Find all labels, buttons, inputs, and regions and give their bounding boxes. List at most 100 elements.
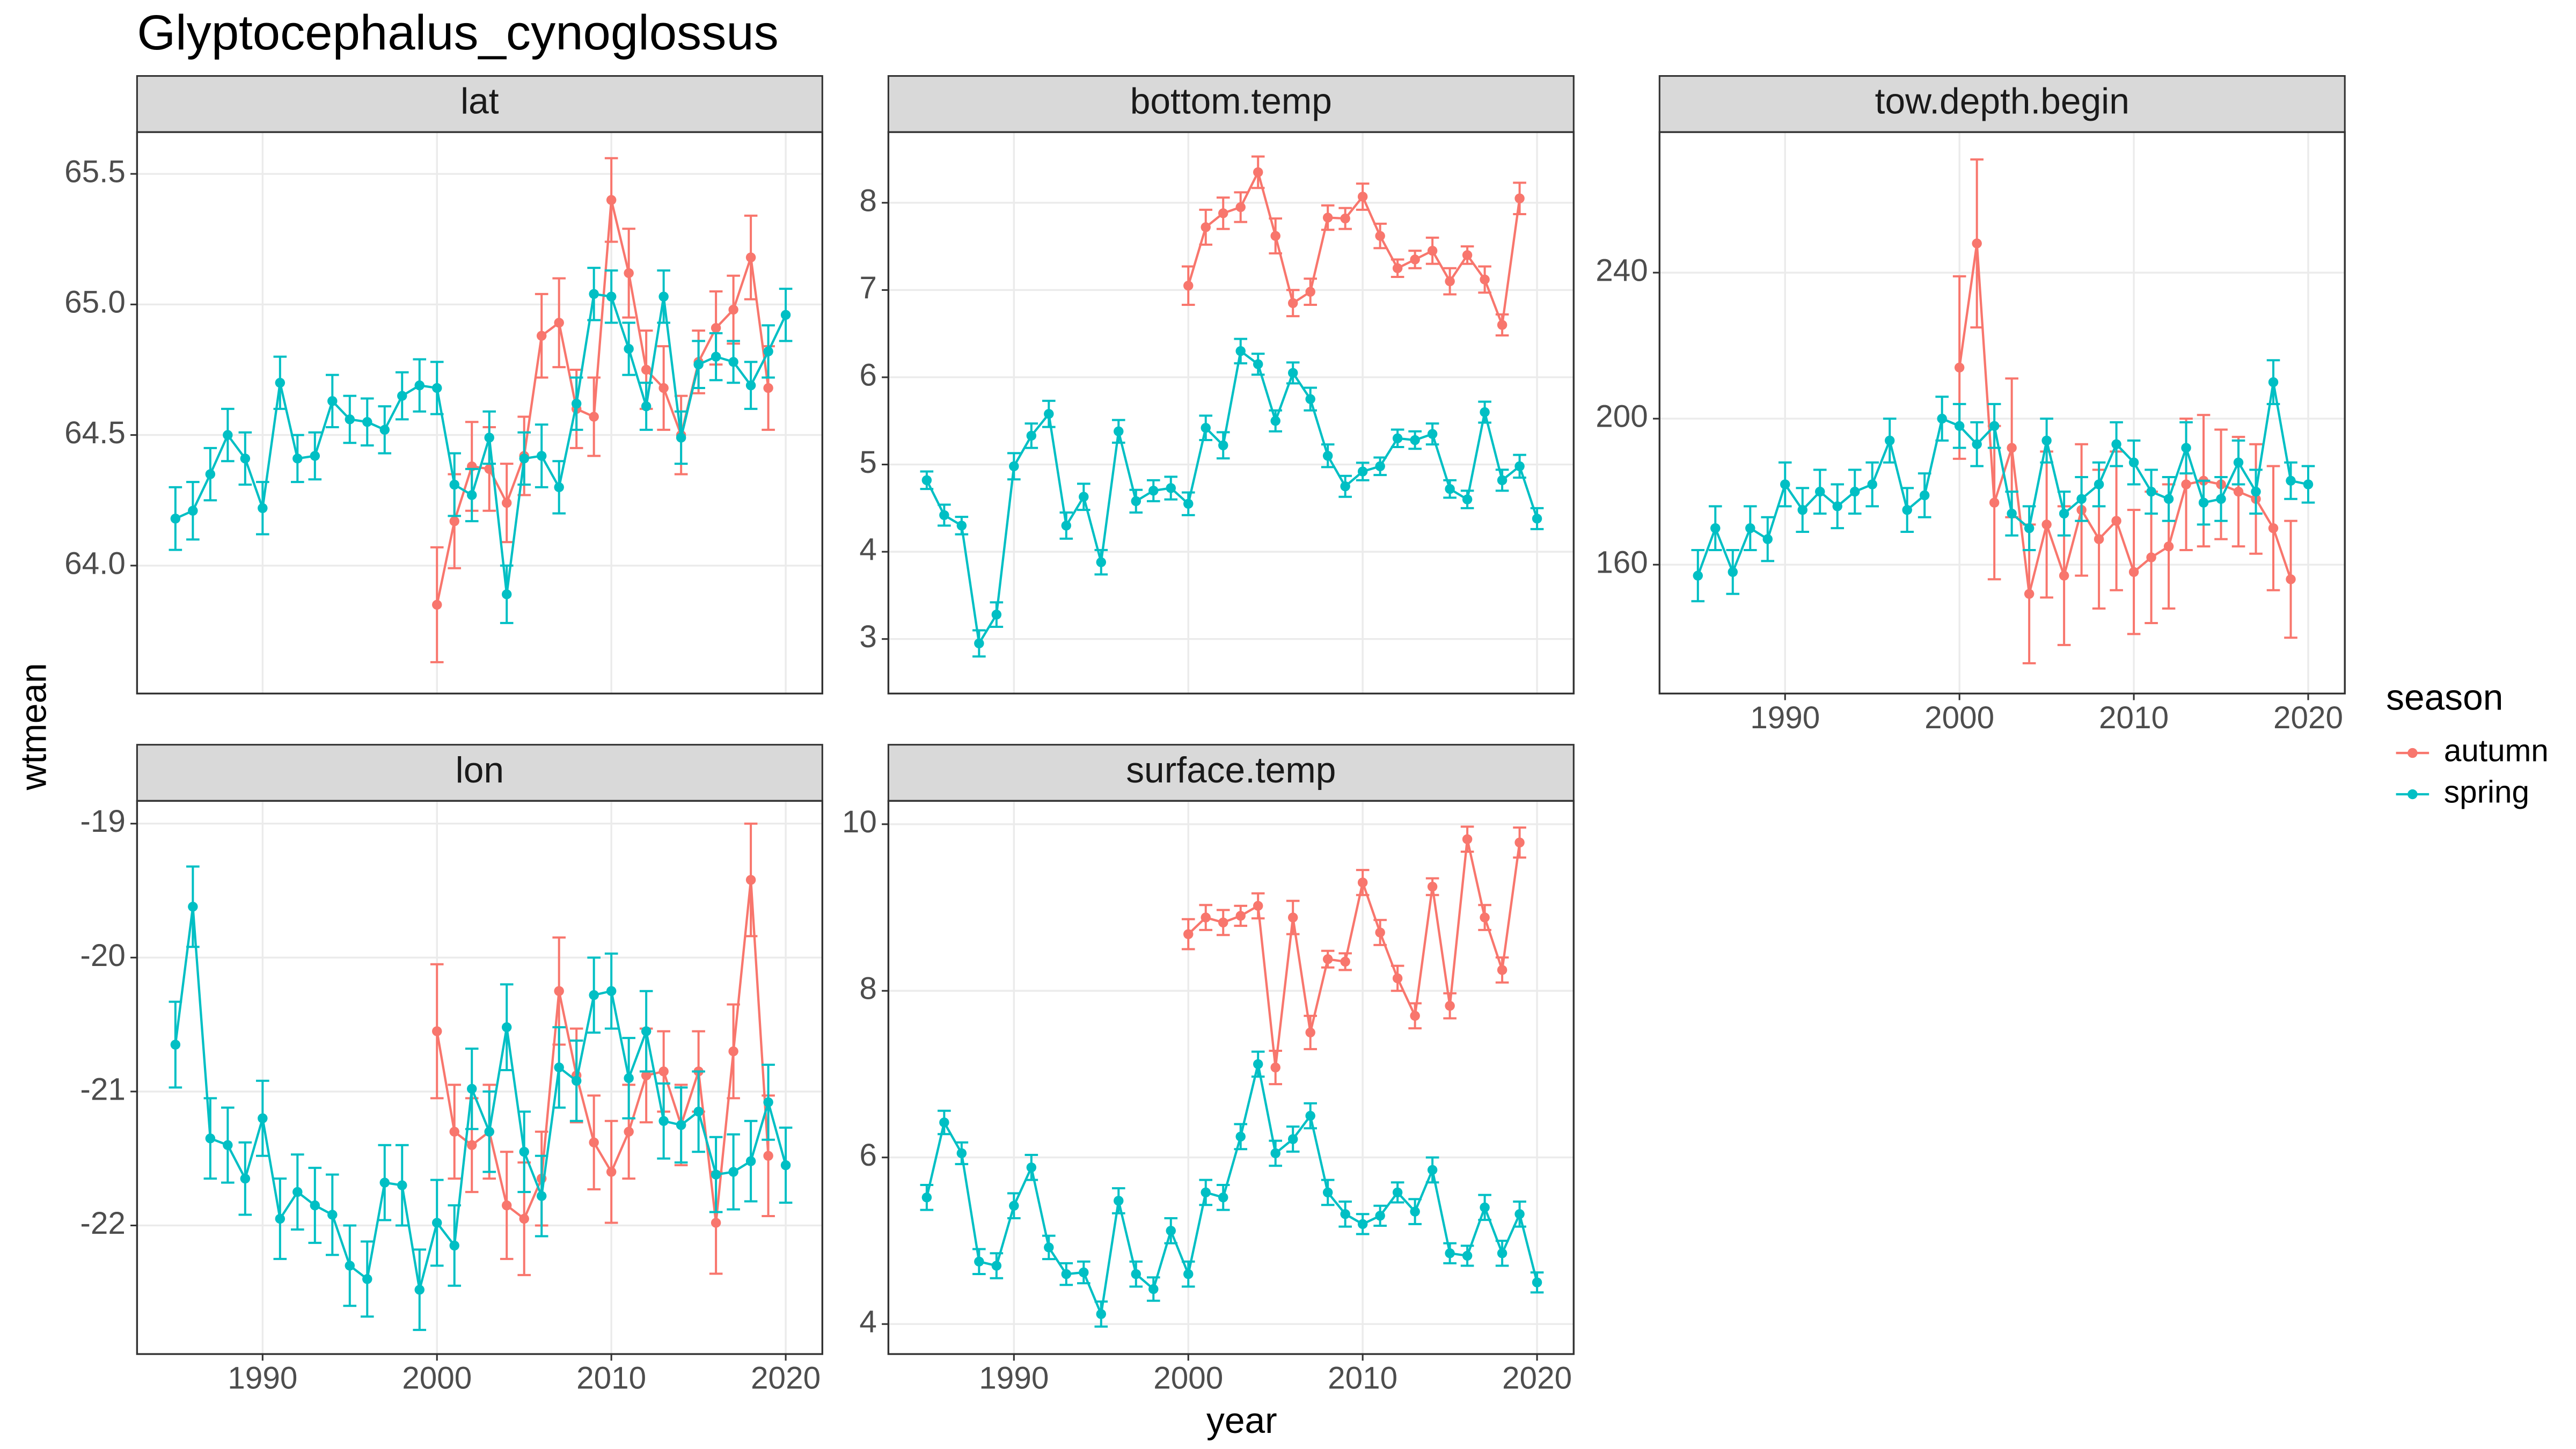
data-point — [1954, 362, 1965, 373]
data-point — [1340, 1209, 1350, 1219]
data-point — [939, 1117, 949, 1128]
data-point — [1287, 298, 1298, 309]
data-point — [449, 1240, 459, 1251]
data-point — [921, 1192, 932, 1203]
data-point — [466, 490, 477, 500]
data-point — [1480, 912, 1490, 923]
data-point — [310, 451, 320, 461]
data-point — [449, 479, 459, 490]
data-point — [2059, 508, 2069, 519]
data-point — [1480, 274, 1490, 285]
data-point — [1392, 433, 1403, 444]
data-point — [2251, 486, 2261, 497]
data-point — [1937, 413, 1947, 424]
data-point — [2163, 494, 2174, 504]
data-point — [1270, 1062, 1280, 1073]
data-point — [414, 380, 425, 391]
data-point — [362, 1274, 372, 1284]
data-point — [1972, 238, 1982, 248]
data-point — [1114, 426, 1124, 437]
data-point — [589, 1137, 599, 1147]
data-point — [641, 364, 652, 375]
data-point — [641, 1026, 652, 1036]
data-point — [991, 609, 1002, 620]
legend-title: season — [2386, 677, 2503, 718]
data-point — [1410, 1206, 1420, 1217]
data-point — [1445, 1248, 1455, 1258]
data-point — [397, 1180, 407, 1190]
data-point — [571, 1075, 582, 1086]
data-point — [1497, 320, 1507, 330]
data-point — [1375, 231, 1385, 241]
data-point — [1026, 1162, 1037, 1173]
data-point — [1235, 911, 1246, 921]
x-tick-label: 2010 — [1328, 1361, 1397, 1396]
data-point — [658, 1116, 669, 1126]
data-point — [1989, 421, 2000, 431]
data-point — [658, 291, 669, 302]
data-point — [1079, 492, 1089, 502]
data-point — [1340, 481, 1350, 492]
data-point — [1253, 1059, 1263, 1070]
data-point — [1218, 1192, 1228, 1203]
data-point — [223, 430, 233, 440]
data-point — [1462, 1250, 1473, 1261]
data-point — [188, 506, 198, 516]
data-point — [711, 323, 721, 333]
data-point — [1693, 570, 1703, 581]
data-point — [432, 1218, 442, 1228]
data-point — [606, 1167, 617, 1177]
data-point — [188, 902, 198, 912]
data-point — [205, 1133, 216, 1144]
y-tick-label: 200 — [1596, 399, 1648, 434]
data-point — [1322, 954, 1333, 964]
data-point — [693, 359, 704, 370]
x-tick-label: 1990 — [979, 1361, 1049, 1396]
facet-strip — [136, 744, 823, 802]
y-tick-label: 4 — [859, 1305, 877, 1340]
data-point — [1392, 1187, 1403, 1198]
data-point — [589, 289, 599, 299]
data-point — [1357, 1219, 1368, 1230]
data-point — [1287, 1134, 1298, 1144]
data-point — [1497, 965, 1507, 975]
y-tick-label: -21 — [80, 1072, 125, 1107]
y-tick-label: 10 — [842, 804, 877, 839]
data-point — [1497, 475, 1507, 486]
data-point — [1270, 1148, 1280, 1159]
data-point — [1253, 901, 1263, 911]
data-point — [2007, 508, 2017, 519]
data-point — [1183, 499, 1194, 509]
data-point — [1253, 359, 1263, 369]
panel-border — [1658, 131, 2346, 694]
data-point — [1780, 479, 1790, 489]
y-tick-label: -20 — [80, 938, 125, 973]
data-point — [536, 1191, 547, 1201]
data-point — [1832, 501, 1842, 511]
data-point — [1235, 202, 1246, 213]
data-point — [589, 990, 599, 1000]
data-point — [2128, 567, 2139, 577]
data-point — [1462, 494, 1473, 504]
data-point — [1514, 1209, 1525, 1219]
x-tick-label: 2020 — [1502, 1361, 1572, 1396]
data-point — [2268, 523, 2279, 533]
data-point — [414, 1285, 425, 1295]
data-point — [1392, 263, 1403, 273]
data-point — [1148, 486, 1159, 496]
data-point — [1919, 490, 1930, 501]
data-point — [711, 1169, 721, 1180]
data-point — [1340, 956, 1350, 967]
x-tick-label: 2000 — [1924, 700, 1994, 735]
series-line — [925, 1064, 1539, 1319]
y-tick-label: 65.5 — [64, 154, 126, 189]
data-point — [1514, 193, 1525, 203]
data-point — [2286, 475, 2296, 486]
data-point — [345, 1261, 355, 1271]
data-point — [1867, 479, 1877, 489]
data-point — [1166, 483, 1176, 493]
facet-title: tow.depth.begin — [1875, 82, 2129, 122]
data-point — [2076, 494, 2087, 504]
data-point — [1357, 192, 1368, 202]
